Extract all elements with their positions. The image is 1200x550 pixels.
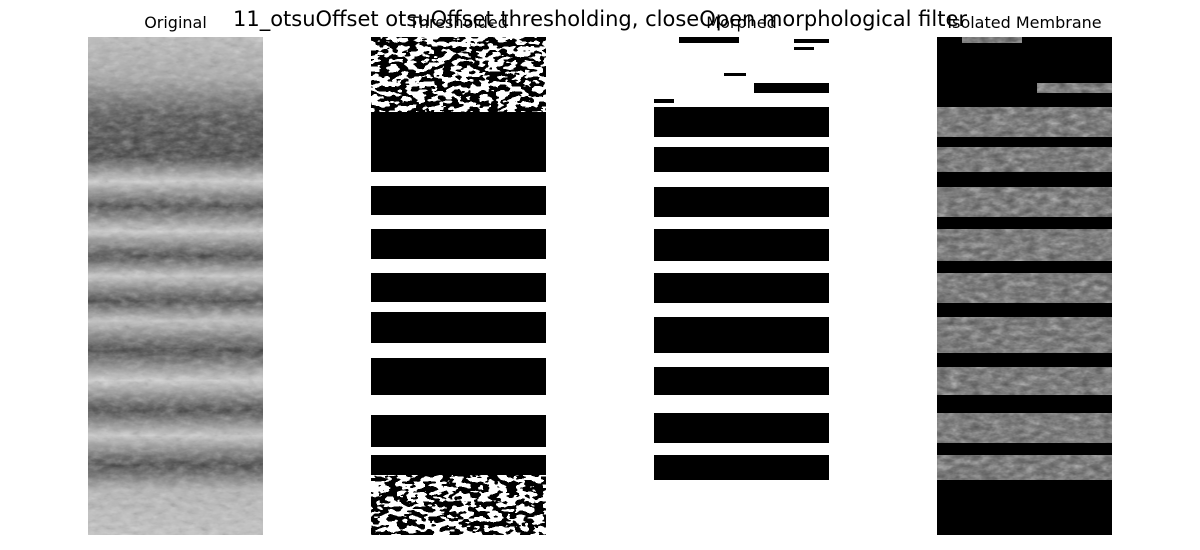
panel-title-original: Original xyxy=(144,13,207,32)
panel-title-isolated-membrane: Isolated Membrane xyxy=(947,13,1102,32)
morphed-image xyxy=(654,37,829,535)
panel-title-morphed: Morphed xyxy=(706,13,777,32)
figure-suptitle: 11_otsuOffset otsuOffset thresholding, c… xyxy=(232,7,968,31)
thresholded-image xyxy=(371,37,546,535)
panel-title-thresholded: Thresholded xyxy=(409,13,508,32)
isolated-membrane-image xyxy=(937,37,1112,535)
original-image xyxy=(88,37,263,535)
